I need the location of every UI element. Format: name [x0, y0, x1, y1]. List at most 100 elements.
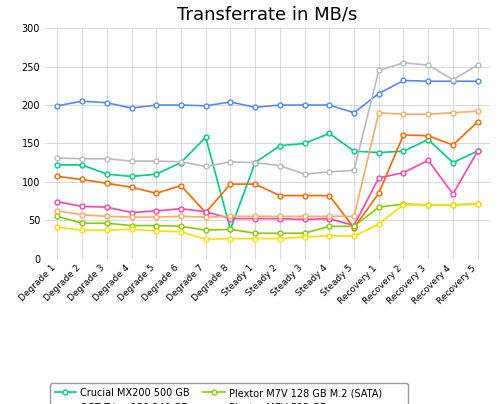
Samsung SSD 850 EVO 500 GB (v3): [228, 160, 234, 164]
Plextor M7V 512 GB: [450, 202, 456, 207]
Line: OCZ Trion 150 240 GB: OCZ Trion 150 240 GB: [55, 120, 480, 230]
OCZ Trion 150 240 GB: [104, 181, 110, 186]
Line: Samsung SSD 850 EVO 500 GB (v3): Samsung SSD 850 EVO 500 GB (v3): [55, 60, 480, 177]
Samsung SSD 850 EVO 500 GB (v3): [326, 169, 332, 174]
OCZ Vector 180 480 GB: [450, 79, 456, 84]
OCZ Vector 180 480 GB: [252, 105, 258, 110]
OCZ Trion 150 240 GB: [228, 182, 234, 187]
Samsung SSD 850 EVO 500 GB (v3): [351, 168, 357, 173]
Plextor M6e 128 GB: [228, 216, 234, 221]
Samsung SSD 850 EVO 120 GB: [54, 208, 60, 213]
Plextor M6e 128 GB: [128, 210, 134, 215]
Plextor M6e 128 GB: [202, 209, 208, 214]
Crucial MX200 500 GB: [474, 149, 480, 154]
Plextor M7V 128 GB M.2 (SATA): [202, 228, 208, 233]
Plextor M7V 512 GB: [202, 237, 208, 242]
Plextor M7V 128 GB M.2 (SATA): [54, 214, 60, 219]
Samsung SSD 850 EVO 500 GB (v3): [474, 63, 480, 67]
Plextor M7V 128 GB M.2 (SATA): [450, 202, 456, 207]
Samsung SSD 850 EVO 500 GB (v3): [178, 160, 184, 164]
OCZ Vector 180 480 GB: [351, 110, 357, 115]
Plextor M6e 128 GB: [54, 199, 60, 204]
Samsung SSD 850 EVO 120 GB: [228, 214, 234, 219]
Line: Plextor M7V 128 GB M.2 (SATA): Plextor M7V 128 GB M.2 (SATA): [55, 202, 480, 236]
Plextor M6e 128 GB: [326, 216, 332, 221]
Plextor M7V 512 GB: [302, 235, 308, 240]
Samsung SSD 850 EVO 500 GB (v3): [376, 68, 382, 73]
Samsung SSD 850 EVO 120 GB: [376, 110, 382, 115]
Samsung SSD 850 EVO 500 GB (v3): [252, 160, 258, 165]
Plextor M6e 128 GB: [425, 158, 431, 163]
Plextor M7V 128 GB M.2 (SATA): [178, 224, 184, 229]
OCZ Trion 150 240 GB: [128, 185, 134, 189]
Samsung SSD 850 EVO 120 GB: [153, 215, 159, 219]
OCZ Trion 150 240 GB: [202, 210, 208, 215]
Plextor M6e 128 GB: [351, 223, 357, 228]
Samsung SSD 850 EVO 120 GB: [128, 215, 134, 219]
Plextor M7V 128 GB M.2 (SATA): [128, 223, 134, 228]
OCZ Trion 150 240 GB: [54, 174, 60, 179]
Crucial MX200 500 GB: [128, 174, 134, 179]
Plextor M7V 128 GB M.2 (SATA): [425, 202, 431, 207]
Plextor M7V 512 GB: [376, 221, 382, 226]
Crucial MX200 500 GB: [104, 172, 110, 177]
Samsung SSD 850 EVO 500 GB (v3): [153, 159, 159, 164]
Plextor M6e 128 GB: [277, 216, 283, 221]
Plextor M7V 128 GB M.2 (SATA): [79, 221, 85, 226]
Samsung SSD 850 EVO 120 GB: [277, 214, 283, 219]
OCZ Trion 150 240 GB: [302, 193, 308, 198]
Plextor M6e 128 GB: [79, 204, 85, 209]
OCZ Vector 180 480 GB: [425, 79, 431, 84]
OCZ Vector 180 480 GB: [178, 103, 184, 107]
OCZ Vector 180 480 GB: [128, 106, 134, 111]
OCZ Trion 150 240 GB: [79, 177, 85, 182]
Crucial MX200 500 GB: [400, 149, 406, 154]
OCZ Trion 150 240 GB: [178, 183, 184, 188]
Plextor M6e 128 GB: [400, 170, 406, 175]
Samsung SSD 850 EVO 120 GB: [302, 214, 308, 219]
Plextor M7V 512 GB: [326, 233, 332, 238]
OCZ Vector 180 480 GB: [54, 103, 60, 108]
Samsung SSD 850 EVO 120 GB: [252, 214, 258, 219]
Samsung SSD 850 EVO 500 GB (v3): [79, 156, 85, 161]
Crucial MX200 500 GB: [326, 131, 332, 136]
OCZ Vector 180 480 GB: [202, 103, 208, 108]
Plextor M7V 512 GB: [79, 228, 85, 233]
Line: OCZ Vector 180 480 GB: OCZ Vector 180 480 GB: [55, 78, 480, 115]
OCZ Vector 180 480 GB: [277, 103, 283, 107]
OCZ Trion 150 240 GB: [351, 225, 357, 230]
OCZ Trion 150 240 GB: [252, 182, 258, 187]
Line: Plextor M6e 128 GB: Plextor M6e 128 GB: [55, 149, 480, 228]
OCZ Trion 150 240 GB: [425, 133, 431, 138]
Plextor M6e 128 GB: [376, 175, 382, 180]
Plextor M7V 512 GB: [54, 225, 60, 229]
Plextor M6e 128 GB: [450, 191, 456, 196]
OCZ Trion 150 240 GB: [326, 193, 332, 198]
Plextor M6e 128 GB: [178, 206, 184, 211]
OCZ Vector 180 480 GB: [153, 103, 159, 107]
Plextor M7V 128 GB M.2 (SATA): [277, 231, 283, 236]
Samsung SSD 850 EVO 500 GB (v3): [202, 164, 208, 169]
OCZ Trion 150 240 GB: [450, 143, 456, 147]
Crucial MX200 500 GB: [277, 143, 283, 148]
Plextor M7V 512 GB: [228, 236, 234, 241]
Samsung SSD 850 EVO 500 GB (v3): [128, 159, 134, 164]
OCZ Vector 180 480 GB: [79, 99, 85, 103]
Crucial MX200 500 GB: [202, 135, 208, 140]
Plextor M7V 512 GB: [252, 236, 258, 241]
Crucial MX200 500 GB: [252, 160, 258, 165]
Samsung SSD 850 EVO 500 GB (v3): [277, 163, 283, 168]
Samsung SSD 850 EVO 120 GB: [400, 112, 406, 117]
Plextor M7V 128 GB M.2 (SATA): [104, 221, 110, 226]
Plextor M7V 512 GB: [351, 234, 357, 239]
Line: Samsung SSD 850 EVO 120 GB: Samsung SSD 850 EVO 120 GB: [55, 109, 480, 219]
Line: Crucial MX200 500 GB: Crucial MX200 500 GB: [55, 131, 480, 232]
Plextor M7V 128 GB M.2 (SATA): [400, 202, 406, 206]
Samsung SSD 850 EVO 120 GB: [425, 112, 431, 117]
Samsung SSD 850 EVO 120 GB: [474, 109, 480, 114]
Samsung SSD 850 EVO 500 GB (v3): [104, 156, 110, 161]
OCZ Vector 180 480 GB: [376, 91, 382, 96]
Plextor M7V 512 GB: [474, 202, 480, 206]
Crucial MX200 500 GB: [153, 172, 159, 177]
Plextor M6e 128 GB: [302, 217, 308, 222]
